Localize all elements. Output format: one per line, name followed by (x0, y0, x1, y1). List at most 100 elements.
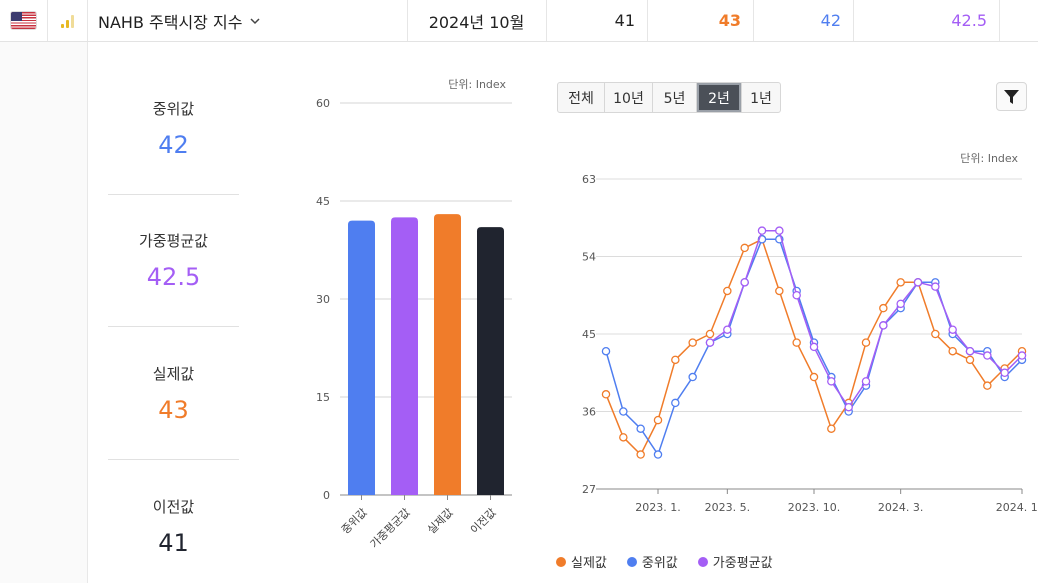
importance-cell (48, 0, 88, 41)
indicator-title: NAHB 주택시장 지수 (98, 12, 243, 32)
series-point-2 (931, 282, 940, 291)
y-tick-label: 27 (582, 483, 596, 496)
series-point-0 (809, 372, 819, 382)
range-tabs: 전체 10년 5년 2년 1년 (557, 82, 781, 113)
x-tick-label: 2024. 3. (878, 501, 923, 514)
series-point-0 (775, 286, 784, 296)
importance-bars-icon (61, 14, 74, 28)
series-point-1 (636, 424, 645, 433)
stat-value: 41 (158, 529, 189, 557)
legend-item-actual[interactable]: 실제값 (556, 552, 607, 571)
divider (108, 459, 239, 460)
unit-label: 단위: Index (448, 78, 506, 91)
stat-previous: 이전값 41 (108, 496, 239, 557)
chevron-down-icon (250, 14, 260, 28)
filter-icon (1004, 89, 1019, 104)
tab-all[interactable]: 전체 (558, 83, 605, 112)
series-point-1 (688, 372, 697, 382)
header-bar: NAHB 주택시장 지수 2024년 10월 41 43 42 42.5 (0, 0, 1038, 42)
series-point-2 (861, 377, 871, 386)
y-tick-label: 0 (323, 489, 330, 502)
median-value: 42 (754, 0, 854, 41)
series-point-0 (740, 243, 749, 253)
series-point-2 (757, 226, 767, 235)
y-tick-label: 45 (316, 195, 330, 208)
series-point-0 (948, 346, 957, 356)
x-tick-label: 중위값 (339, 506, 370, 537)
series-point-0 (896, 278, 905, 287)
series-point-0 (688, 338, 697, 347)
filter-button[interactable] (996, 82, 1027, 111)
series-point-2 (913, 278, 923, 287)
bar-0 (348, 220, 375, 495)
prev-value: 41 (547, 0, 648, 41)
bar-1 (391, 217, 418, 496)
x-tick-label: 이전값 (468, 506, 499, 537)
indicator-selector[interactable]: NAHB 주택시장 지수 (88, 0, 408, 41)
divider (108, 194, 239, 195)
bar-3 (477, 227, 504, 495)
tab-1y[interactable]: 1년 (750, 90, 772, 107)
series-point-0 (983, 381, 992, 390)
stat-median: 중위값 42 (108, 98, 239, 159)
unit-label: 단위: Index (960, 152, 1018, 165)
series-point-1 (619, 407, 628, 416)
legend-item-average[interactable]: 가중평균값 (697, 552, 773, 571)
series-point-0 (619, 433, 628, 442)
header-empty-cell (1000, 0, 1038, 41)
y-tick-label: 30 (316, 293, 330, 306)
series-point-2 (792, 290, 801, 300)
series-point-0 (861, 338, 871, 347)
us-flag-icon (11, 12, 36, 29)
line-legend: 실제값 중위값 가중평균값 (556, 552, 773, 571)
series-point-2 (740, 278, 749, 287)
stat-average: 가중평균값 42.5 (108, 230, 239, 291)
average-value: 42.5 (854, 0, 1000, 41)
series-point-2 (879, 321, 888, 330)
legend-dot (697, 556, 708, 567)
legend-label: 중위값 (641, 556, 678, 571)
series-point-2 (983, 351, 992, 360)
series-point-2 (827, 377, 836, 386)
legend-label: 가중평균값 (712, 556, 773, 571)
series-point-1 (653, 450, 663, 459)
stat-label: 가중평균값 (138, 232, 208, 250)
x-tick-label: 2024. 10. (996, 501, 1038, 514)
series-point-2 (1017, 351, 1027, 360)
stat-actual: 실제값 43 (108, 363, 239, 424)
y-tick-label: 63 (582, 173, 596, 186)
x-tick-label: 2023. 1. (635, 501, 680, 514)
series-point-0 (653, 415, 663, 425)
legend-dot (556, 556, 566, 567)
tab-2y[interactable]: 2년 (697, 83, 742, 112)
y-tick-label: 60 (316, 97, 330, 110)
stat-label: 이전값 (152, 498, 195, 516)
y-tick-label: 45 (582, 328, 596, 341)
country-flag-cell[interactable] (0, 0, 48, 41)
series-point-2 (1000, 368, 1009, 377)
series-point-2 (723, 325, 732, 334)
series-point-0 (601, 390, 611, 399)
series-point-2 (948, 325, 957, 334)
divider (108, 326, 239, 327)
left-gutter (0, 42, 88, 583)
line-chart: 단위: Index 27 36 45 54 63 2023. 1. 2023. 5. 2023.… (582, 152, 1038, 514)
stat-value: 42 (158, 131, 189, 159)
series-point-2 (775, 226, 784, 235)
series-point-1 (671, 398, 680, 408)
series-point-0 (723, 286, 732, 296)
stat-value: 43 (158, 396, 189, 424)
stat-value: 42.5 (146, 263, 201, 291)
tab-5y[interactable]: 5년 (653, 83, 697, 112)
series-point-2 (965, 346, 975, 356)
y-tick-label: 36 (582, 406, 596, 419)
series-point-0 (965, 355, 975, 365)
legend-item-median[interactable]: 중위값 (626, 552, 678, 571)
series-point-0 (636, 450, 645, 459)
stat-label: 중위값 (152, 100, 195, 118)
x-tick-label: 실제값 (425, 506, 456, 537)
series-point-0 (827, 424, 836, 433)
bar-2 (434, 214, 461, 496)
release-date: 2024년 10월 (407, 0, 547, 41)
tab-10y[interactable]: 10년 (605, 83, 653, 112)
